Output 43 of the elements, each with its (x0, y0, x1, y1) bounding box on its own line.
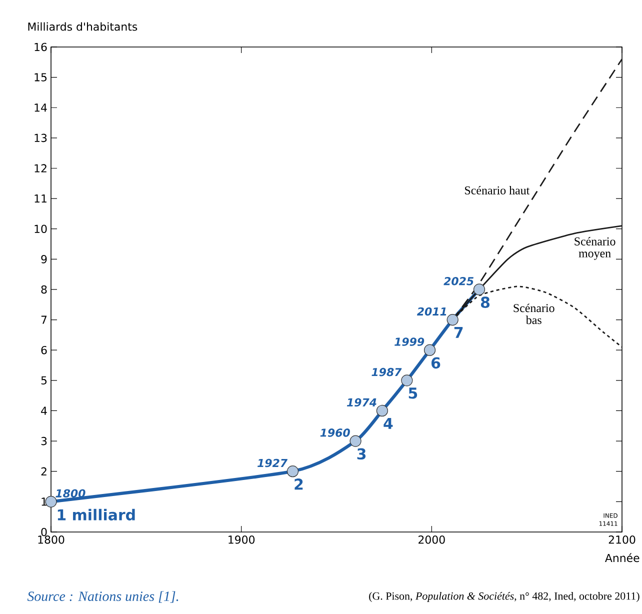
source-note: Source : Nations unies [1]. (27, 591, 178, 603)
y-tick-label: 3 (41, 436, 47, 446)
annotation: 2025 (444, 277, 474, 286)
text: (G. Pison, Population & Sociétés, n° 482, Ined, octobre 2011) (369, 592, 640, 602)
y-tick-label: 14 (34, 104, 47, 112)
y-tick-label: 13 (34, 134, 47, 142)
annotation: 4 (384, 418, 393, 429)
annotation: 1960 (320, 428, 350, 437)
x-tick-label: 1900 (228, 536, 255, 544)
x-tick-label: 1800 (38, 536, 64, 544)
annotation: 2011 (416, 307, 446, 316)
y-tick-label: 15 (34, 73, 47, 82)
annotation: 7 (454, 327, 463, 338)
annotation: 1800 (56, 489, 86, 498)
series-label: Scénario haut (465, 186, 530, 194)
annotation: 1 milliard (58, 508, 135, 520)
annotation: 3 (357, 448, 366, 460)
annotation: 1987 (372, 368, 402, 376)
annotation: 6 (431, 357, 440, 369)
y-tick-label: 5 (41, 376, 47, 384)
annotation: 1974 (346, 398, 376, 407)
annotation: 1999 (394, 338, 424, 346)
x-axis-title: Année (605, 553, 640, 562)
y-tick-label: 7 (41, 316, 47, 324)
x-tick-label: 2100 (608, 536, 636, 544)
y-tick-label: 2 (41, 467, 46, 476)
annotation: 5 (408, 388, 418, 399)
annotation: 1927 (258, 458, 288, 468)
y-tick-label: 12 (34, 164, 46, 172)
y-tick-label: 0 (41, 528, 47, 536)
y-tick-label: 8 (41, 285, 47, 294)
annotation: 2 (294, 478, 303, 490)
y-tick-label: 6 (41, 346, 47, 354)
x-tick-label: 2000 (418, 536, 445, 544)
y-axis-title: Milliards d'habitants (28, 22, 138, 31)
y-tick-label: 11 (34, 194, 46, 203)
series-label: Scénario moyen (574, 237, 616, 260)
annotation: 8 (480, 296, 490, 308)
y-tick-label: 4 (41, 406, 47, 415)
y-tick-label: 16 (34, 42, 47, 52)
y-tick-label: 9 (41, 255, 47, 264)
y-tick-label: 10 (34, 224, 47, 234)
series-label: Scénario bas (514, 304, 554, 324)
